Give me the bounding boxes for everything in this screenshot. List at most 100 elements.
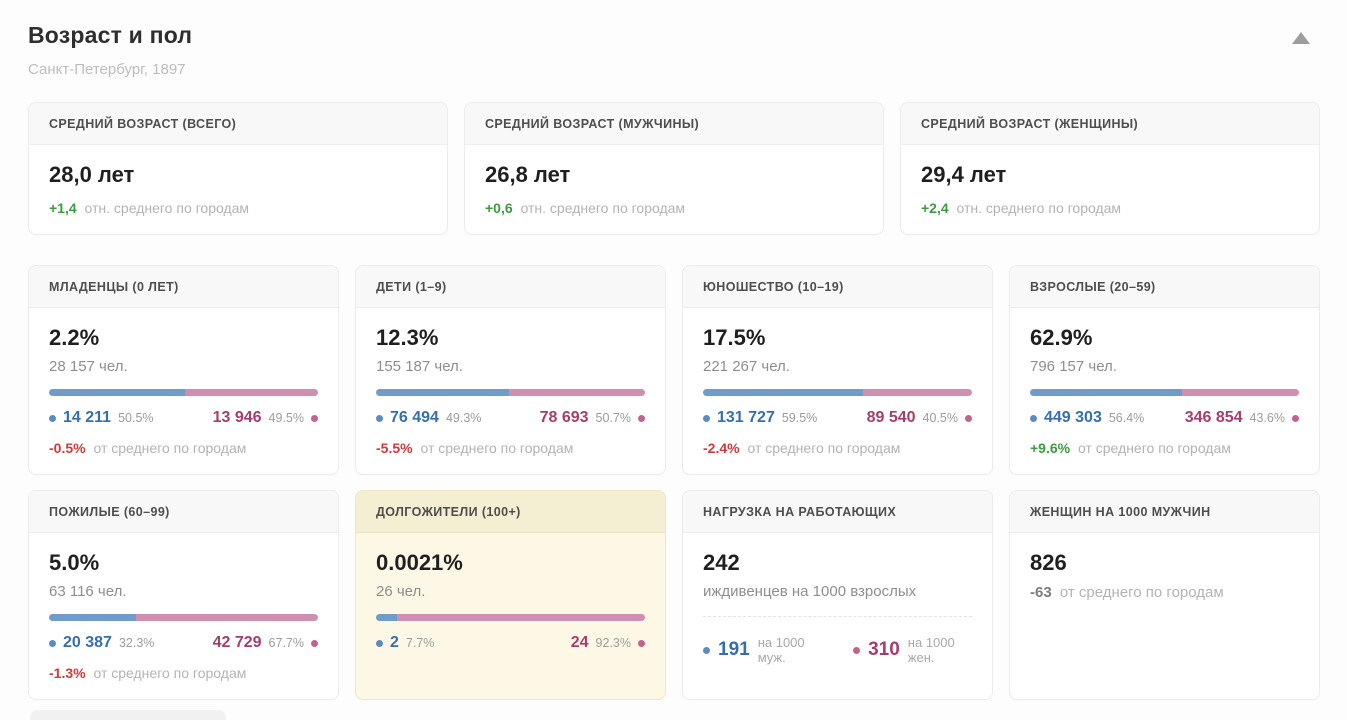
card-title: ВЗРОСЛЫЕ (20–59) (1010, 266, 1319, 308)
delta-note: отн. среднего по городам (84, 200, 250, 216)
male-bar-segment (49, 389, 185, 396)
dashed-divider (703, 616, 972, 617)
card-title: НАГРУЗКА НА РАБОТАЮЩИХ (683, 491, 992, 533)
card-title: ДОЛГОЖИТЕЛИ (100+) (356, 491, 665, 533)
page-title: Возраст и пол (28, 22, 193, 48)
delta-value: -1.3% (49, 665, 86, 681)
group-percent: 17.5% (703, 325, 766, 350)
female-bar-segment (135, 614, 318, 621)
delta-note: отн. среднего по городам (956, 200, 1122, 216)
male-bar-segment (49, 614, 136, 621)
dependency-sub-label: иждивенцев на 1000 взрослых (703, 583, 917, 600)
female-count: 42 729 (212, 634, 262, 651)
female-percent: 49.5% (268, 411, 304, 425)
male-percent: 32.3% (118, 636, 155, 650)
female-bar-segment (1181, 389, 1299, 396)
female-dot-icon (311, 639, 318, 647)
page-subtitle: Санкт-Петербург, 1897 (28, 61, 186, 78)
collapse-arrow-icon (1292, 32, 1310, 44)
male-count: 131 727 (717, 409, 775, 426)
delta-note: от среднего по городам (747, 440, 901, 456)
female-count: 13 946 (212, 409, 262, 426)
female-bar-segment (396, 614, 645, 621)
male-dot-icon (49, 414, 56, 422)
male-bar-segment (376, 389, 509, 396)
male-bar-segment (1030, 389, 1182, 396)
avg-age-men-value: 26,8 лет (485, 162, 571, 187)
female-percent: 40.5% (922, 411, 958, 425)
female-dependency-note: на 1000 жен. (907, 635, 955, 665)
card-title: МЛАДЕНЦЫ (0 ЛЕТ) (29, 266, 338, 308)
card-infants: МЛАДЕНЦЫ (0 ЛЕТ) 2.2% 28 157 чел. 14 211… (28, 265, 339, 475)
card-adults: ВЗРОСЛЫЕ (20–59) 62.9% 796 157 чел. 449 … (1009, 265, 1320, 475)
female-count: 346 854 (1184, 409, 1243, 426)
card-women-per-1000-men: ЖЕНЩИН НА 1000 МУЖЧИН 826 -63 от среднег… (1009, 490, 1320, 700)
card-title: ЖЕНЩИН НА 1000 МУЖЧИН (1010, 491, 1319, 533)
gender-split-bar (49, 389, 318, 396)
male-percent: 49.3% (445, 411, 482, 425)
female-count: 78 693 (539, 409, 589, 426)
delta-note: от среднего по городам (420, 440, 574, 456)
delta-value: +2,4 (921, 200, 949, 216)
delta-value: -0.5% (49, 440, 86, 456)
group-count: 155 187 чел. (376, 358, 463, 375)
group-percent: 62.9% (1030, 325, 1093, 350)
delta-note: от среднего по городам (93, 440, 247, 456)
male-bar-segment (703, 389, 864, 396)
group-percent: 0.0021% (376, 550, 463, 575)
group-count: 796 157 чел. (1030, 358, 1117, 375)
group-percent: 2.2% (49, 325, 100, 350)
card-avg-age-total: СРЕДНИЙ ВОЗРАСТ (ВСЕГО) 28,0 лет +1,4 от… (28, 102, 448, 235)
male-percent: 59.5% (781, 411, 818, 425)
summary-cards-row: СРЕДНИЙ ВОЗРАСТ (ВСЕГО) 28,0 лет +1,4 от… (28, 102, 1320, 235)
male-bar-segment (376, 614, 397, 621)
delta-value: -5.5% (376, 440, 413, 456)
avg-age-total-value: 28,0 лет (49, 162, 135, 187)
section-header: Возраст и пол Санкт-Петербург, 1897 (28, 22, 1320, 78)
card-avg-age-men: СРЕДНИЙ ВОЗРАСТ (МУЖЧИНЫ) 26,8 лет +0,6 … (464, 102, 884, 235)
delta-note: от среднего по городам (1077, 440, 1231, 456)
male-dot-icon (703, 646, 710, 654)
male-dependency-value: 191 (718, 639, 750, 660)
female-dot-icon (965, 414, 972, 422)
male-percent: 50.5% (118, 411, 154, 425)
collapse-section-button[interactable] (1288, 28, 1314, 48)
delta-value: -2.4% (703, 440, 740, 456)
female-dot-icon (1292, 414, 1299, 422)
dependency-value: 242 (703, 550, 740, 575)
card-children: ДЕТИ (1–9) 12.3% 155 187 чел. 76 494 49.3… (355, 265, 666, 475)
female-percent: 50.7% (595, 411, 631, 425)
male-dot-icon (49, 639, 56, 647)
male-dependency-note: на 1000 муж. (757, 635, 805, 665)
female-bar-segment (863, 389, 972, 396)
female-count: 24 (570, 634, 589, 651)
avg-age-women-value: 29,4 лет (921, 162, 1007, 187)
card-youth: ЮНОШЕСТВО (10–19) 17.5% 221 267 чел. 131… (682, 265, 993, 475)
card-elderly: ПОЖИЛЫЕ (60–99) 5.0% 63 116 чел. 20 387 3… (28, 490, 339, 700)
female-bar-segment (184, 389, 318, 396)
card-title: ЮНОШЕСТВО (10–19) (683, 266, 992, 308)
male-dot-icon (1030, 414, 1037, 422)
card-title: СРЕДНИЙ ВОЗРАСТ (ВСЕГО) (29, 103, 447, 145)
next-section-card-edge (30, 710, 226, 720)
male-percent: 56.4% (1108, 411, 1145, 425)
group-count: 28 157 чел. (49, 358, 128, 375)
female-percent: 92.3% (595, 636, 631, 650)
delta-value: +9.6% (1030, 440, 1071, 456)
male-percent: 7.7% (405, 636, 435, 650)
gender-split-bar (1030, 389, 1299, 396)
card-title: СРЕДНИЙ ВОЗРАСТ (МУЖЧИНЫ) (465, 103, 883, 145)
age-groups-row-1: МЛАДЕНЦЫ (0 ЛЕТ) 2.2% 28 157 чел. 14 211… (28, 265, 1320, 475)
delta-value: +0,6 (485, 200, 513, 216)
male-dot-icon (376, 414, 383, 422)
group-count: 26 чел. (376, 583, 426, 600)
delta-note: отн. среднего по городам (520, 200, 686, 216)
delta-note: от среднего по городам (93, 665, 247, 681)
male-count: 449 303 (1044, 409, 1102, 426)
male-count: 14 211 (63, 409, 112, 426)
group-count: 221 267 чел. (703, 358, 790, 375)
card-title: ПОЖИЛЫЕ (60–99) (29, 491, 338, 533)
female-dot-icon (638, 414, 645, 422)
female-bar-segment (508, 389, 645, 396)
